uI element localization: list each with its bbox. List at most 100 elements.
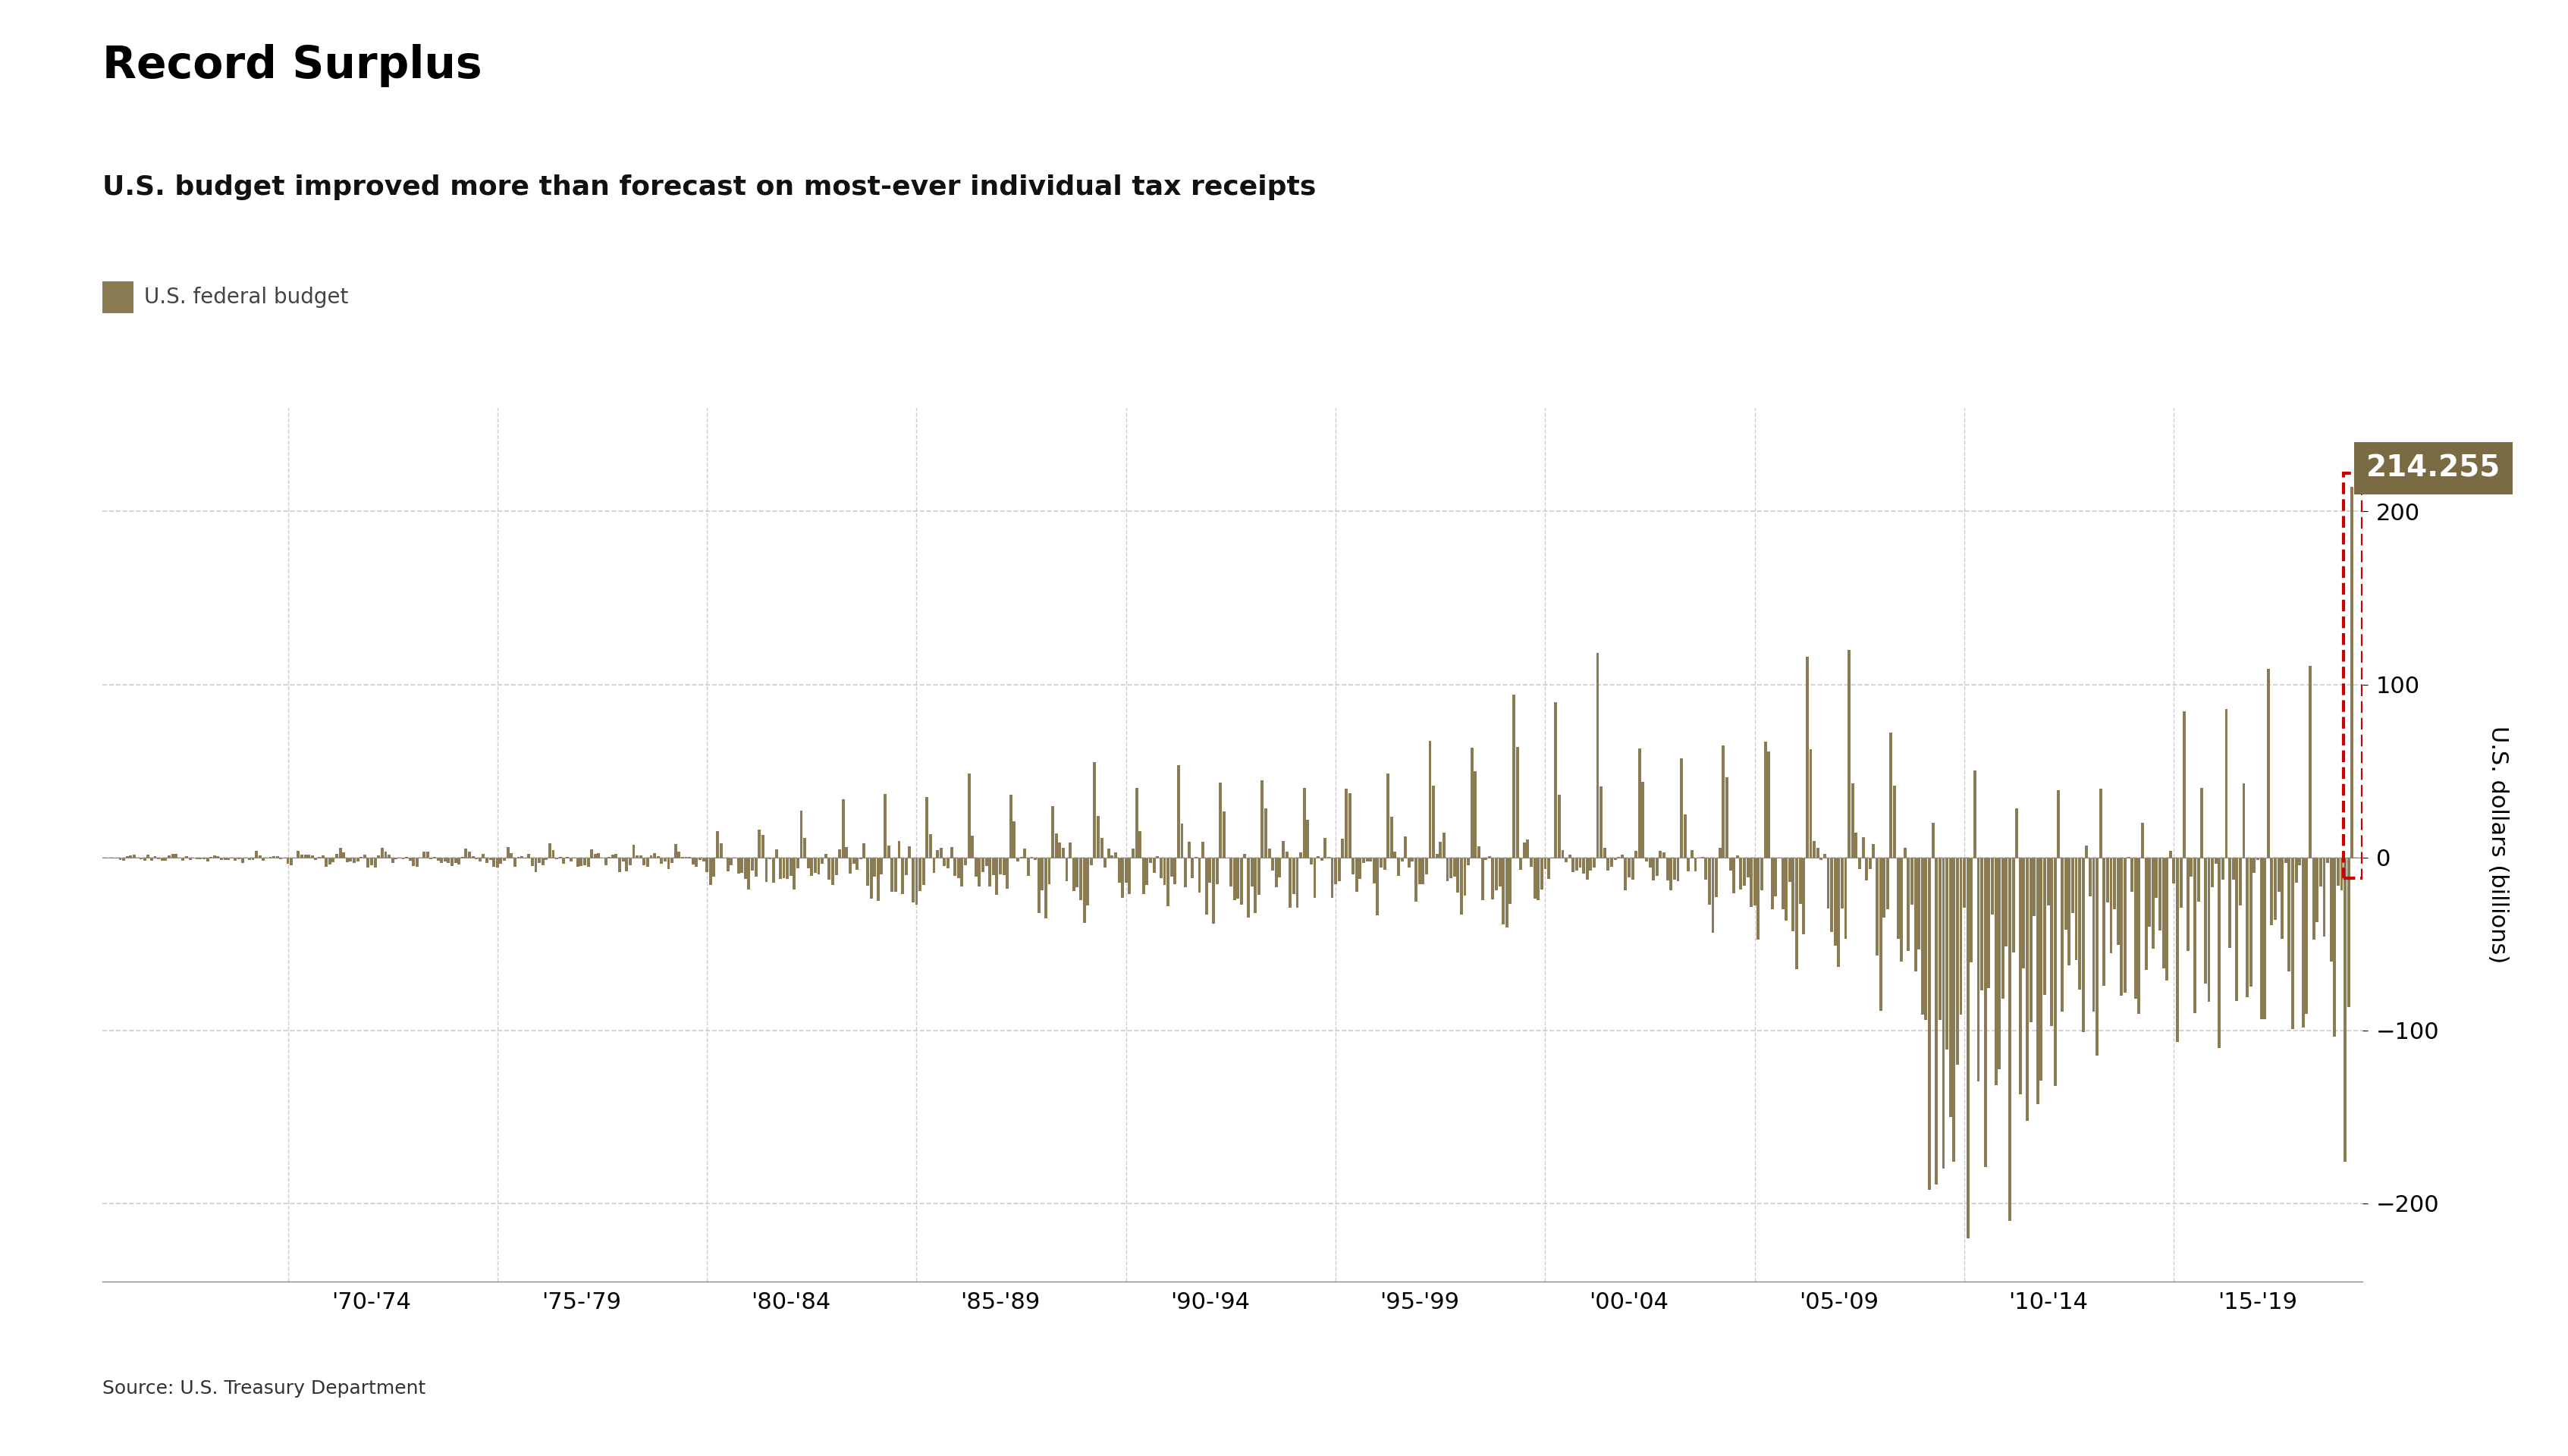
Bar bbox=[1549, 858, 1551, 879]
Bar bbox=[909, 846, 912, 858]
Bar bbox=[1764, 743, 1767, 858]
Bar bbox=[329, 858, 331, 865]
Bar bbox=[1962, 858, 1967, 907]
Bar bbox=[1204, 858, 1207, 914]
Bar bbox=[1107, 849, 1109, 858]
Bar bbox=[1443, 833, 1446, 858]
Bar bbox=[912, 858, 914, 903]
Bar bbox=[1903, 847, 1905, 858]
Bar bbox=[1834, 858, 1836, 945]
Bar bbox=[1841, 858, 1844, 909]
Bar bbox=[2298, 858, 2301, 865]
Bar bbox=[1900, 858, 1903, 961]
Bar bbox=[814, 858, 817, 872]
Bar bbox=[1854, 833, 1857, 858]
Bar bbox=[570, 858, 573, 862]
Bar bbox=[1492, 858, 1495, 900]
Bar bbox=[1977, 858, 1980, 1082]
Bar bbox=[1785, 858, 1787, 922]
Bar bbox=[1959, 858, 1962, 1015]
Bar bbox=[1708, 858, 1710, 904]
Bar bbox=[1171, 858, 1174, 877]
Bar bbox=[1466, 858, 1469, 865]
Bar bbox=[128, 856, 131, 858]
Bar bbox=[711, 858, 716, 877]
Bar bbox=[1939, 858, 1941, 1021]
Bar bbox=[1690, 850, 1692, 858]
Bar bbox=[2311, 858, 2316, 939]
Bar bbox=[449, 858, 455, 866]
Bar bbox=[1726, 778, 1728, 858]
Bar bbox=[1351, 858, 1356, 874]
Bar bbox=[236, 858, 241, 859]
Bar bbox=[1957, 858, 1959, 1064]
Bar bbox=[1323, 837, 1328, 858]
Bar bbox=[2196, 858, 2201, 901]
Bar bbox=[2309, 665, 2311, 858]
Bar bbox=[1461, 858, 1464, 914]
Bar bbox=[185, 856, 187, 858]
Bar bbox=[416, 858, 419, 866]
Bar bbox=[1772, 858, 1774, 909]
Bar bbox=[1297, 858, 1299, 909]
Bar bbox=[149, 858, 154, 860]
Bar bbox=[254, 850, 257, 858]
Bar bbox=[1400, 858, 1405, 862]
Bar bbox=[1495, 858, 1497, 890]
Bar bbox=[2337, 858, 2339, 887]
Bar bbox=[1579, 858, 1582, 868]
Bar bbox=[1068, 842, 1071, 858]
Bar bbox=[647, 858, 650, 866]
Bar bbox=[175, 855, 177, 858]
Bar bbox=[1985, 858, 1988, 1166]
Bar bbox=[164, 858, 167, 860]
Bar bbox=[2044, 858, 2047, 994]
Bar bbox=[2029, 858, 2031, 1022]
Bar bbox=[1215, 858, 1217, 884]
Bar bbox=[377, 855, 380, 858]
Bar bbox=[1787, 858, 1792, 882]
Bar bbox=[1862, 837, 1864, 858]
Bar bbox=[162, 858, 164, 860]
Bar bbox=[1474, 772, 1477, 858]
Bar bbox=[1017, 858, 1019, 862]
Bar bbox=[1374, 858, 1376, 884]
Bar bbox=[118, 858, 121, 859]
Bar bbox=[1253, 858, 1256, 913]
Bar bbox=[1667, 858, 1669, 881]
Bar bbox=[1369, 858, 1371, 862]
Bar bbox=[352, 858, 357, 863]
Bar bbox=[1210, 858, 1212, 882]
Bar bbox=[134, 855, 136, 858]
Bar bbox=[2232, 858, 2234, 879]
Bar bbox=[252, 858, 254, 860]
Bar bbox=[2270, 858, 2273, 925]
Bar bbox=[347, 858, 349, 862]
Bar bbox=[1261, 780, 1263, 858]
Bar bbox=[503, 858, 506, 860]
Bar bbox=[2347, 858, 2350, 1008]
Bar bbox=[1192, 858, 1194, 878]
Bar bbox=[619, 858, 621, 872]
Bar bbox=[1456, 858, 1459, 893]
Bar bbox=[1757, 858, 1759, 939]
Bar bbox=[953, 858, 955, 875]
Bar bbox=[2257, 858, 2260, 860]
Bar bbox=[555, 858, 557, 859]
Bar bbox=[2350, 486, 2352, 858]
Bar bbox=[750, 858, 755, 871]
Bar bbox=[1792, 858, 1795, 930]
Bar bbox=[390, 858, 393, 863]
Bar bbox=[1348, 794, 1351, 858]
Bar bbox=[1122, 858, 1125, 898]
Bar bbox=[981, 858, 984, 872]
Bar bbox=[300, 855, 303, 858]
Bar bbox=[1397, 858, 1400, 877]
Bar bbox=[1384, 858, 1387, 871]
Bar bbox=[2229, 858, 2232, 948]
Bar bbox=[537, 858, 542, 863]
Bar bbox=[2339, 858, 2342, 890]
Bar bbox=[1358, 858, 1361, 879]
Bar bbox=[411, 858, 416, 866]
Bar bbox=[1952, 858, 1954, 1162]
